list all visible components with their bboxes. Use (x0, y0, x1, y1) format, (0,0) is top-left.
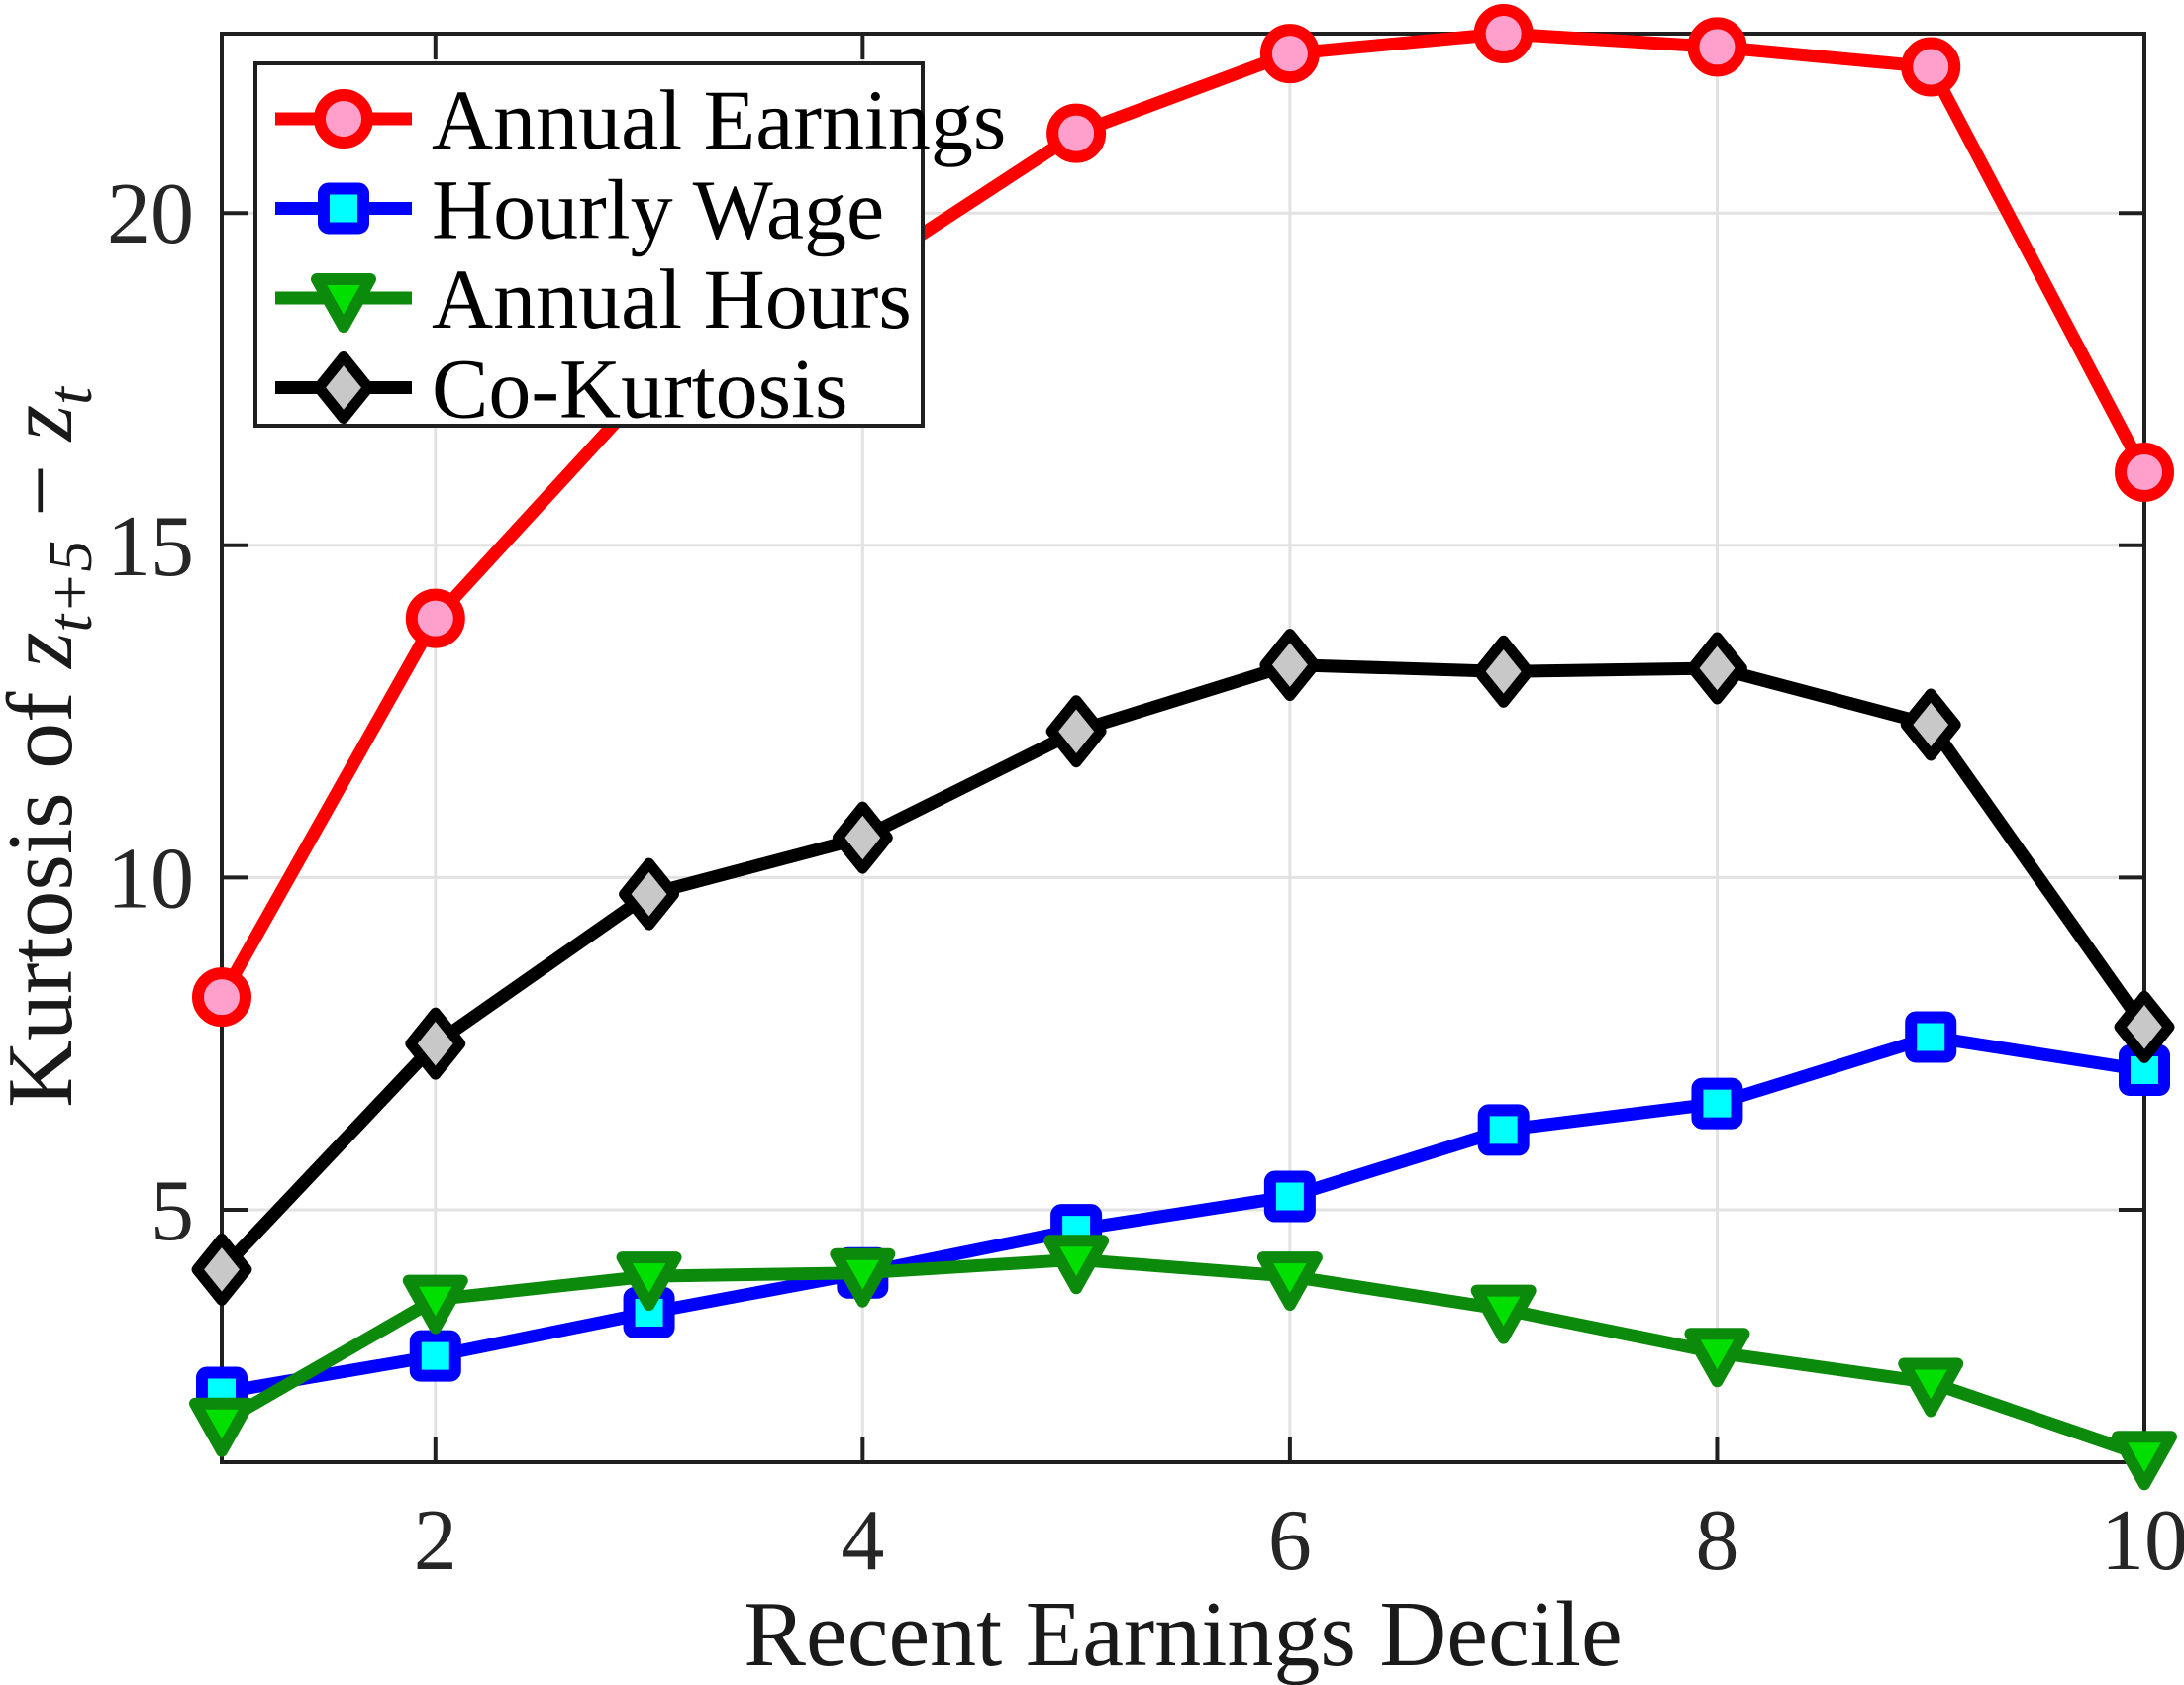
marker-diamond (1045, 695, 1107, 768)
marker-triangle-down (1898, 1357, 1964, 1418)
y-axis-label: Kurtosis of zt+5 − zt (0, 385, 105, 1108)
marker-circle (405, 588, 465, 648)
x-tick-label: 2 (414, 1493, 457, 1589)
x-tick-label: 6 (1268, 1493, 1312, 1589)
marker-triangle-down (2112, 1431, 2177, 1491)
marker-circle (1259, 24, 1320, 84)
series-line (215, 1030, 2151, 1400)
plot-frame (220, 32, 2146, 1464)
legend-item-label: Co-Kurtosis (432, 342, 847, 437)
marker-diamond (619, 857, 680, 931)
marker-triangle-down (1470, 1284, 1537, 1344)
series-line (215, 27, 2151, 1004)
marker-square (1263, 1170, 1316, 1223)
marker-triangle-down (616, 1251, 682, 1312)
series-co-kurtosis (191, 629, 2175, 1306)
marker-circle (1687, 17, 1747, 77)
x-axis-label: Recent Earnings Decile (744, 1583, 1622, 1685)
marker-circle (314, 89, 373, 149)
marker-triangle-down (189, 1397, 254, 1457)
marker-circle (2115, 442, 2174, 502)
marker-diamond (405, 1007, 466, 1080)
x-tick-label: 4 (841, 1493, 884, 1589)
series-line (215, 1252, 2151, 1462)
marker-diamond (2114, 990, 2175, 1063)
marker-diamond (1900, 688, 1961, 761)
marker-diamond (832, 801, 893, 874)
marker-square (1905, 1011, 1957, 1063)
axes-box (220, 32, 2146, 1464)
marker-triangle-down (1684, 1328, 1750, 1388)
marker-triangle-down (402, 1274, 468, 1335)
legend-item-label: Annual Earnings (432, 72, 1006, 167)
marker-diamond (1259, 629, 1321, 702)
marker-triangle-down (311, 273, 376, 333)
marker-circle (192, 967, 251, 1028)
x-tick-label: 10 (2101, 1493, 2184, 1589)
marker-triangle-down (1043, 1235, 1110, 1295)
marker-square (1691, 1077, 1743, 1130)
marker-diamond (191, 1233, 252, 1306)
series-annual-hours (189, 1235, 2177, 1491)
marker-square (409, 1330, 461, 1382)
marker-diamond (1686, 632, 1747, 705)
legend-item-hourly-wage: Hourly Wage (275, 162, 884, 257)
marker-square (1477, 1104, 1530, 1156)
marker-circle (1473, 4, 1534, 63)
legend-item-annual-earnings: Annual Earnings (275, 72, 1006, 167)
series-line (215, 658, 2151, 1276)
legend-item-label: Hourly Wage (432, 162, 884, 257)
legend-item-annual-hours: Annual Hours (275, 251, 912, 347)
marker-circle (1901, 37, 1961, 97)
y-tick-label: 5 (150, 1163, 194, 1259)
marker-circle (1046, 103, 1107, 163)
y-tick-label: 10 (107, 831, 194, 927)
series-hourly-wage (196, 1011, 2170, 1419)
legend-item-co-kurtosis: Co-Kurtosis (275, 342, 847, 437)
marker-square (318, 182, 369, 235)
y-tick-label: 20 (107, 166, 194, 262)
marker-diamond (1473, 635, 1535, 708)
marker-triangle-down (830, 1247, 896, 1308)
legend-item-label: Annual Hours (432, 251, 912, 347)
y-tick-label: 15 (107, 499, 194, 595)
x-tick-label: 8 (1695, 1493, 1738, 1589)
tick-labels: 2 4 6 8 10 5 10 15 20 (107, 166, 2184, 1589)
marker-diamond (313, 351, 374, 424)
marker-triangle-down (1256, 1251, 1323, 1312)
